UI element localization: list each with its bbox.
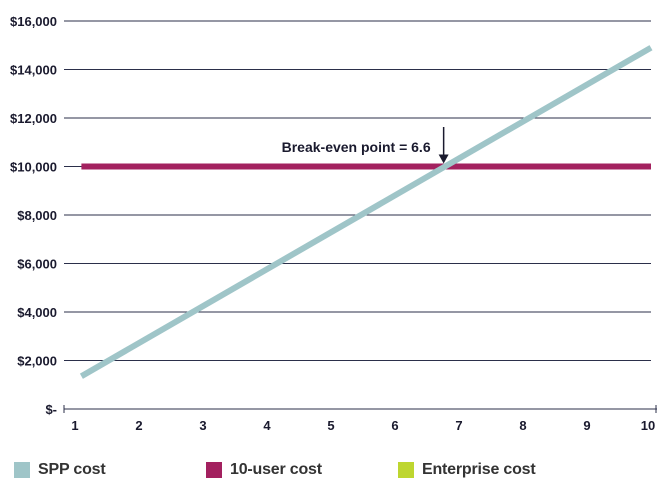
y-tick-label: $2,000 xyxy=(17,354,57,369)
legend-label-10-user-cost: 10-user cost xyxy=(230,461,322,478)
x-tick-label: 7 xyxy=(455,418,462,433)
y-tick-label: $14,000 xyxy=(10,63,57,78)
x-tick-labels: 1 2 3 4 5 6 7 8 9 10 xyxy=(71,418,655,433)
y-tick-labels: $- $2,000 $4,000 $6,000 $8,000 $10,000 $12,000… xyxy=(10,14,57,417)
legend-swatch-10-user-cost xyxy=(206,462,222,478)
x-tick-label: 10 xyxy=(641,418,655,433)
y-tick-label: $10,000 xyxy=(10,160,57,175)
x-tick-label: 8 xyxy=(519,418,526,433)
legend-item-spp-cost: SPP cost xyxy=(14,456,106,484)
x-tick-label: 5 xyxy=(327,418,334,433)
break-even-annotation: Break-even point = 6.6 xyxy=(282,127,449,164)
y-tick-label: $- xyxy=(45,402,57,417)
legend-swatch-enterprise-cost xyxy=(398,462,414,478)
x-axis xyxy=(63,405,657,413)
x-tick-label: 9 xyxy=(583,418,590,433)
break-even-chart: $- $2,000 $4,000 $6,000 $8,000 $10,000 $12,000… xyxy=(10,14,657,433)
annotation-label: Break-even point = 6.6 xyxy=(282,139,431,155)
x-tick-label: 2 xyxy=(135,418,142,433)
legend-label-enterprise-cost: Enterprise cost xyxy=(422,461,536,478)
y-tick-label: $4,000 xyxy=(17,305,57,320)
legend-label-spp-cost: SPP cost xyxy=(38,461,106,478)
x-tick-label: 6 xyxy=(391,418,398,433)
y-tick-label: $8,000 xyxy=(17,208,57,223)
annotation-arrow-head xyxy=(438,154,449,164)
y-tick-label: $6,000 xyxy=(17,257,57,272)
legend: SPP cost 10-user cost Enterprise cost xyxy=(0,456,657,484)
legend-item-10-user-cost: 10-user cost xyxy=(206,456,322,484)
grid-lines xyxy=(64,20,651,361)
x-tick-label: 3 xyxy=(199,418,206,433)
y-tick-label: $16,000 xyxy=(10,14,57,29)
series-lines xyxy=(79,45,653,379)
x-tick-label: 1 xyxy=(71,418,78,433)
legend-item-enterprise-cost: Enterprise cost xyxy=(398,456,536,484)
legend-swatch-spp-cost xyxy=(14,462,30,478)
y-tick-label: $12,000 xyxy=(10,111,57,126)
series-line-spp-cost xyxy=(79,45,653,379)
x-tick-label: 4 xyxy=(263,418,271,433)
